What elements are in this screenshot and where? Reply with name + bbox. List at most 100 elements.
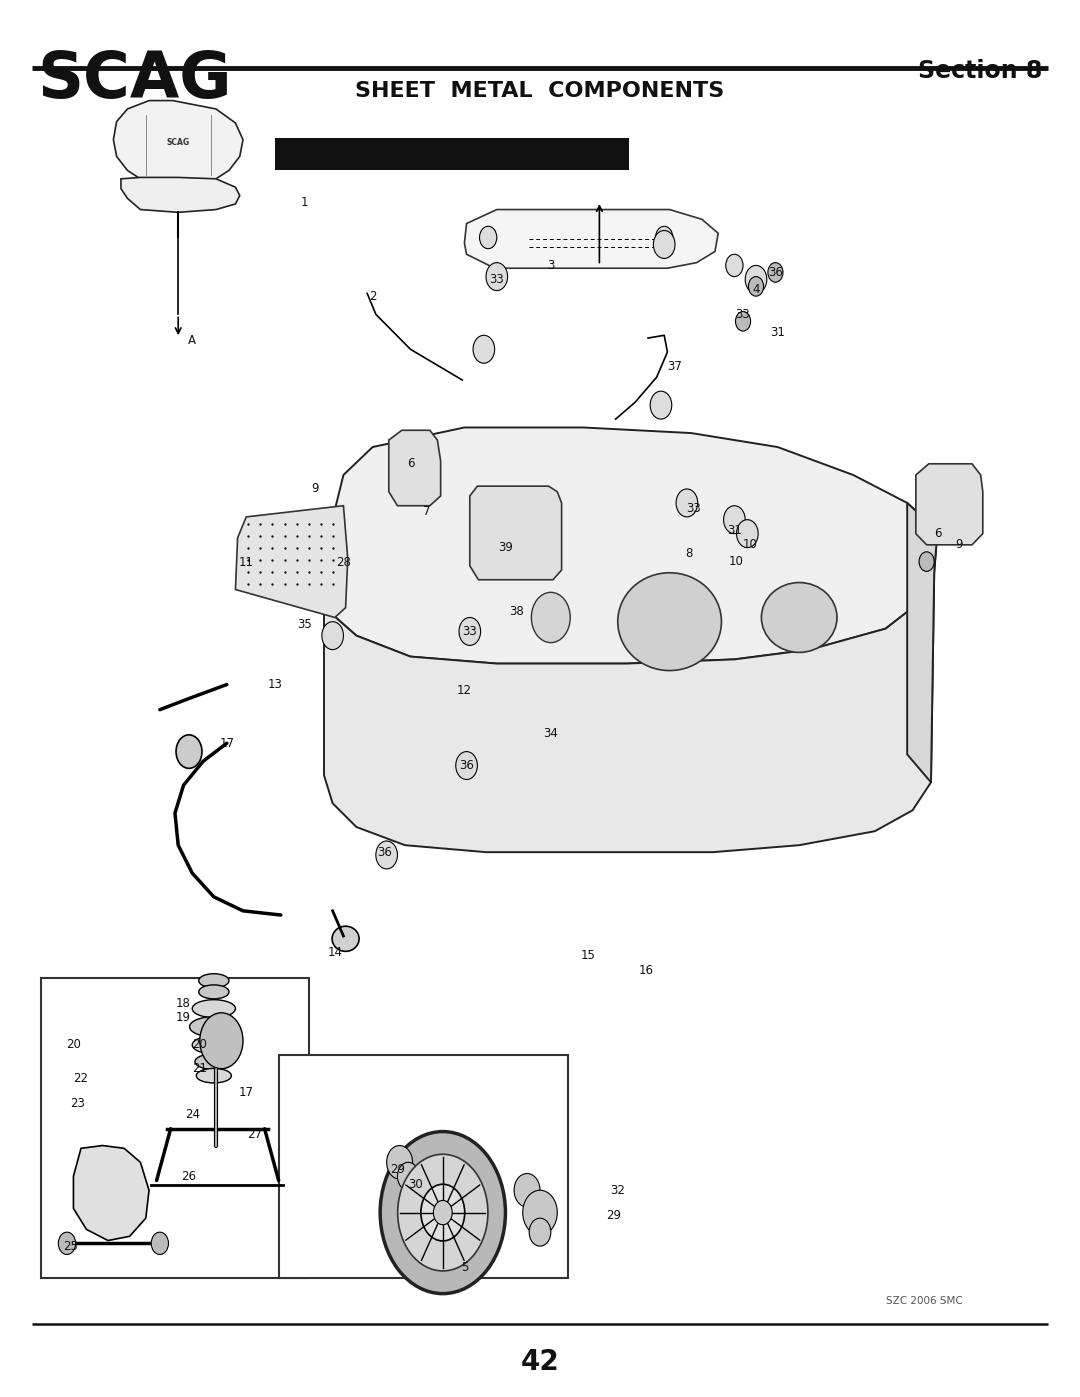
Text: 24: 24	[185, 1108, 200, 1122]
Text: 10: 10	[729, 555, 744, 569]
Text: 34: 34	[543, 726, 558, 740]
Circle shape	[397, 1162, 419, 1190]
Ellipse shape	[618, 573, 721, 671]
Text: 17: 17	[219, 736, 234, 750]
Circle shape	[200, 1013, 243, 1069]
Ellipse shape	[192, 1000, 235, 1017]
Ellipse shape	[761, 583, 837, 652]
Text: 33: 33	[489, 272, 504, 286]
Text: 13: 13	[268, 678, 283, 692]
Circle shape	[737, 520, 758, 548]
Text: 33: 33	[462, 624, 477, 638]
Circle shape	[919, 552, 934, 571]
Text: 38: 38	[509, 605, 524, 619]
Text: 7: 7	[423, 504, 430, 518]
Text: 11: 11	[239, 556, 254, 570]
Text: 15: 15	[581, 949, 596, 963]
Text: 36: 36	[459, 759, 474, 773]
Circle shape	[486, 263, 508, 291]
Circle shape	[58, 1232, 76, 1255]
Circle shape	[653, 231, 675, 258]
Bar	[279, 1055, 568, 1278]
Ellipse shape	[194, 1053, 233, 1070]
Text: 37: 37	[667, 359, 683, 373]
Polygon shape	[470, 486, 562, 580]
Circle shape	[531, 592, 570, 643]
Circle shape	[748, 277, 764, 296]
Text: 8: 8	[686, 546, 692, 560]
Circle shape	[421, 1185, 464, 1241]
Text: 19: 19	[176, 1010, 191, 1024]
Circle shape	[397, 1154, 488, 1271]
Circle shape	[726, 254, 743, 277]
Circle shape	[387, 1146, 413, 1179]
Ellipse shape	[192, 1037, 235, 1053]
Text: 31: 31	[727, 524, 742, 538]
Text: 33: 33	[735, 307, 751, 321]
Text: 12: 12	[457, 683, 472, 697]
Text: 18: 18	[176, 996, 191, 1010]
Text: 20: 20	[192, 1038, 207, 1052]
Circle shape	[322, 622, 343, 650]
Text: 29: 29	[390, 1162, 405, 1176]
Circle shape	[529, 1218, 551, 1246]
Text: 14: 14	[327, 946, 342, 960]
Circle shape	[656, 226, 673, 249]
Circle shape	[151, 1232, 168, 1255]
Text: 5: 5	[461, 1260, 468, 1274]
Text: 31: 31	[770, 326, 785, 339]
Text: 32: 32	[610, 1183, 625, 1197]
Text: 3: 3	[548, 258, 554, 272]
Polygon shape	[73, 1146, 149, 1241]
Text: A: A	[188, 334, 197, 348]
Ellipse shape	[333, 926, 359, 951]
Circle shape	[724, 506, 745, 534]
Text: 16: 16	[638, 964, 653, 978]
Text: 28: 28	[336, 556, 351, 570]
Text: 35: 35	[297, 617, 312, 631]
Text: 20: 20	[66, 1038, 81, 1052]
Text: 6: 6	[407, 457, 414, 471]
Text: 36: 36	[768, 265, 783, 279]
Text: 30: 30	[408, 1178, 423, 1192]
Circle shape	[380, 1132, 505, 1294]
Circle shape	[745, 265, 767, 293]
Text: 36: 36	[377, 845, 392, 859]
Ellipse shape	[189, 1017, 239, 1037]
Circle shape	[676, 489, 698, 517]
Polygon shape	[464, 210, 718, 268]
Circle shape	[459, 617, 481, 645]
Text: 33: 33	[686, 502, 701, 515]
Ellipse shape	[199, 985, 229, 999]
Text: 39: 39	[498, 541, 513, 555]
Text: Section 8: Section 8	[918, 59, 1042, 82]
Text: SHEET  METAL  COMPONENTS: SHEET METAL COMPONENTS	[355, 81, 725, 101]
Text: 25: 25	[63, 1239, 78, 1253]
Polygon shape	[324, 427, 937, 664]
Ellipse shape	[199, 974, 229, 988]
Text: 2: 2	[369, 289, 376, 303]
Circle shape	[456, 752, 477, 780]
Text: 17: 17	[239, 1085, 254, 1099]
Text: 22: 22	[73, 1071, 89, 1085]
Text: 6: 6	[934, 527, 941, 541]
Text: SCAG: SCAG	[166, 138, 190, 147]
Text: SCAG: SCAG	[38, 49, 232, 110]
Circle shape	[650, 391, 672, 419]
Polygon shape	[389, 430, 441, 506]
Text: 9: 9	[956, 538, 962, 552]
Text: 21: 21	[192, 1062, 207, 1076]
Text: 9: 9	[312, 482, 319, 496]
Circle shape	[735, 312, 751, 331]
Bar	[41, 978, 309, 1278]
Polygon shape	[324, 573, 934, 852]
Text: 29: 29	[606, 1208, 621, 1222]
Circle shape	[433, 1200, 453, 1225]
Circle shape	[376, 841, 397, 869]
Polygon shape	[121, 177, 240, 212]
Polygon shape	[916, 464, 983, 545]
Polygon shape	[235, 506, 348, 617]
Text: 4: 4	[753, 282, 759, 296]
Circle shape	[480, 226, 497, 249]
Polygon shape	[907, 503, 937, 782]
